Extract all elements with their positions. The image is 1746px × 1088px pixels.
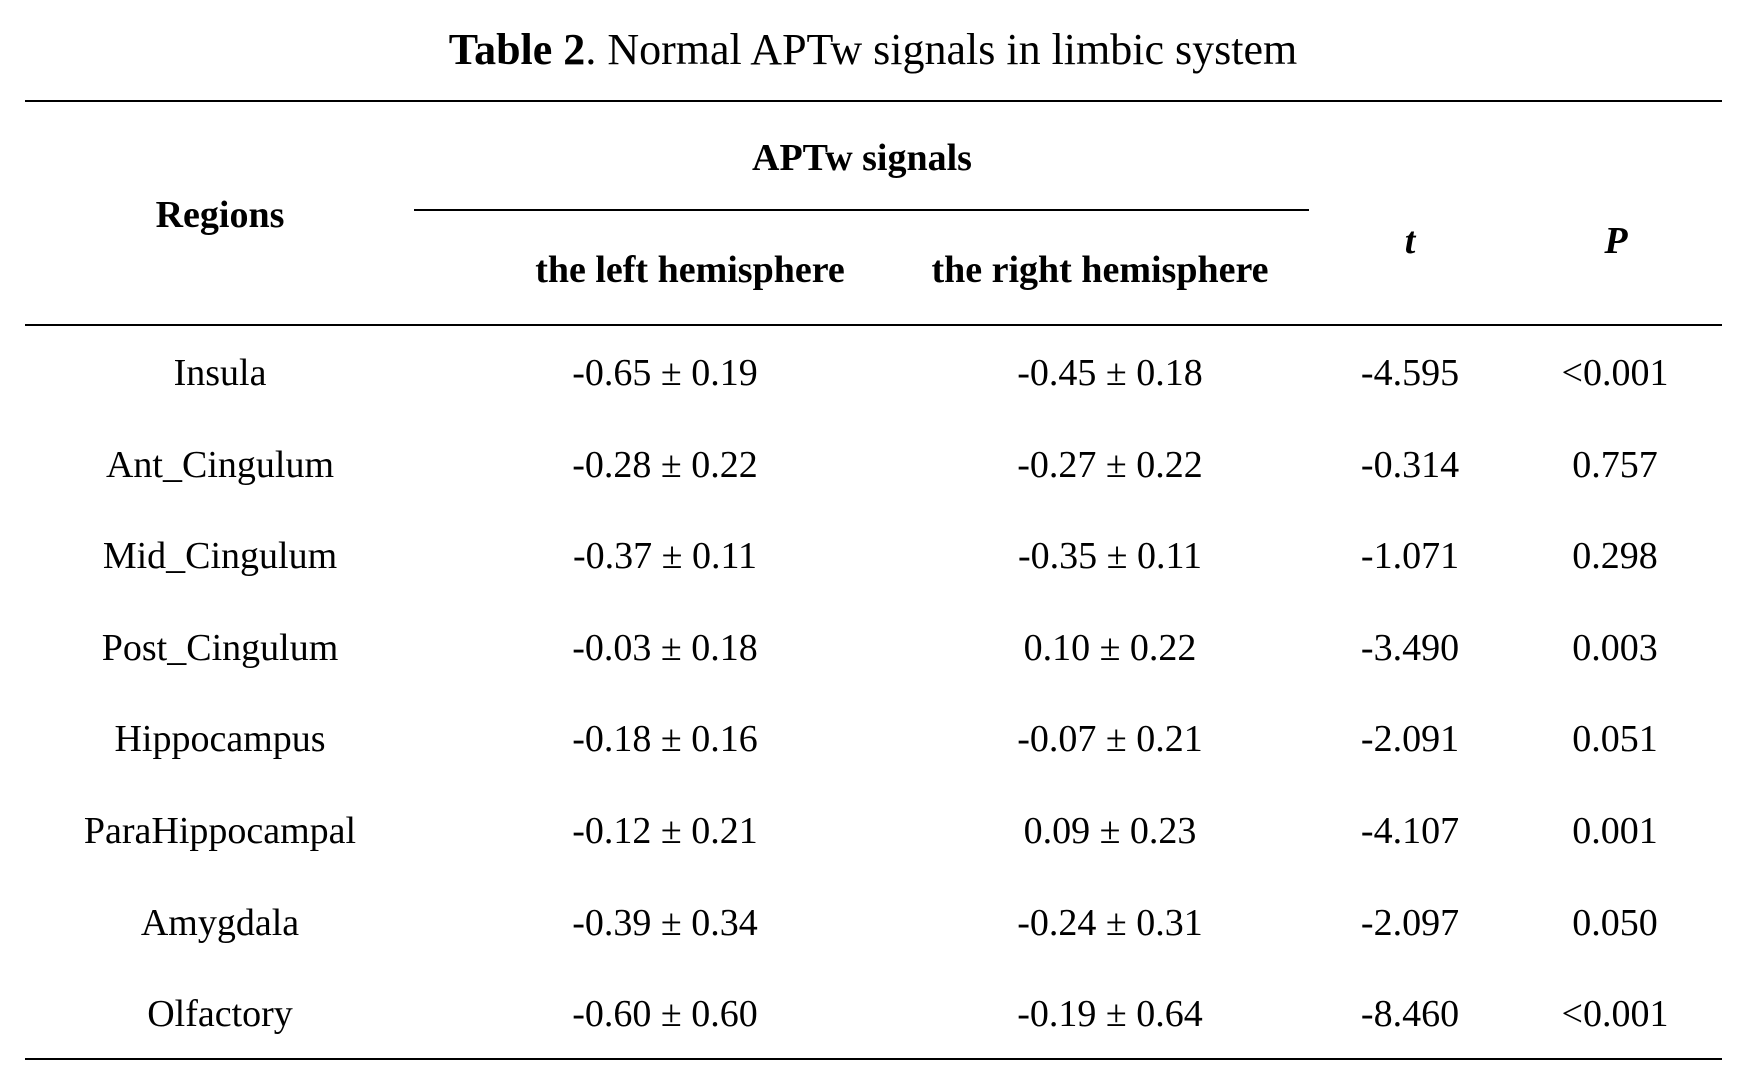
cell-left: -0.65 ± 0.19 [572, 352, 758, 394]
cell-t: -4.595 [1360, 352, 1460, 394]
cell-right: 0.09 ± 0.23 [1023, 810, 1197, 852]
cell-p: 0.298 [1572, 535, 1658, 578]
cell-t: -0.314 [1360, 443, 1460, 486]
caption-text: . Normal APTw signals in limbic system [585, 25, 1298, 74]
cell-left: -0.12 ± 0.21 [572, 810, 758, 852]
cell-p: 0.757 [1572, 443, 1658, 486]
cell-right: -0.35 ± 0.11 [1017, 535, 1203, 578]
cell-left: -0.03 ± 0.18 [572, 626, 758, 669]
cell-region: Hippocampus [114, 718, 326, 761]
cell-left: -0.39 ± 0.34 [572, 901, 758, 944]
cell-region: Ant_Cingulum [105, 443, 335, 486]
cell-t: -2.091 [1360, 718, 1460, 761]
cell-p: 0.003 [1572, 626, 1658, 669]
cell-p: 0.050 [1572, 901, 1658, 944]
cell-left: -0.28 ± 0.22 [572, 443, 758, 486]
cell-left: -0.37 ± 0.11 [572, 535, 758, 578]
cell-p: <0.001 [1561, 352, 1669, 394]
cell-right: -0.27 ± 0.22 [1017, 443, 1203, 486]
cell-region: ParaHippocampal [83, 810, 357, 852]
header-right-hemisphere: the right hemisphere [931, 249, 1269, 291]
top-rule [25, 100, 1722, 102]
cell-t: -4.107 [1360, 810, 1460, 852]
cell-left: -0.60 ± 0.60 [572, 993, 758, 1036]
bottom-rule [25, 1058, 1722, 1060]
cell-region: Insula [173, 352, 267, 394]
cell-right: -0.19 ± 0.64 [1017, 993, 1203, 1036]
cell-p: 0.051 [1572, 718, 1658, 761]
header-left-hemisphere: the left hemisphere [535, 249, 845, 291]
cell-right: -0.07 ± 0.21 [1017, 718, 1203, 761]
header-p: P [1604, 220, 1628, 262]
table-caption: Table 2. Normal APTw signals in limbic s… [0, 22, 1746, 78]
cell-t: -1.071 [1360, 535, 1460, 578]
cell-right: 0.10 ± 0.22 [1023, 626, 1197, 669]
cell-t: -3.490 [1360, 626, 1460, 669]
header-aptw-signals: APTw signals [752, 137, 972, 179]
header-rule [25, 324, 1722, 326]
cell-t: -2.097 [1360, 901, 1460, 944]
group-rule [414, 209, 1309, 211]
cell-p: <0.001 [1561, 993, 1669, 1036]
caption-label: Table 2 [448, 25, 586, 74]
cell-t: -8.460 [1360, 993, 1460, 1036]
header-regions: Regions [155, 194, 285, 236]
cell-region: Olfactory [147, 993, 293, 1036]
cell-right: -0.24 ± 0.31 [1017, 901, 1203, 944]
cell-region: Amygdala [140, 901, 300, 944]
cell-region: Post_Cingulum [101, 626, 339, 669]
cell-p: 0.001 [1572, 810, 1658, 852]
cell-right: -0.45 ± 0.18 [1017, 352, 1203, 394]
cell-region: Mid_Cingulum [102, 535, 338, 578]
header-t: t [1404, 220, 1416, 262]
cell-left: -0.18 ± 0.16 [572, 718, 758, 761]
